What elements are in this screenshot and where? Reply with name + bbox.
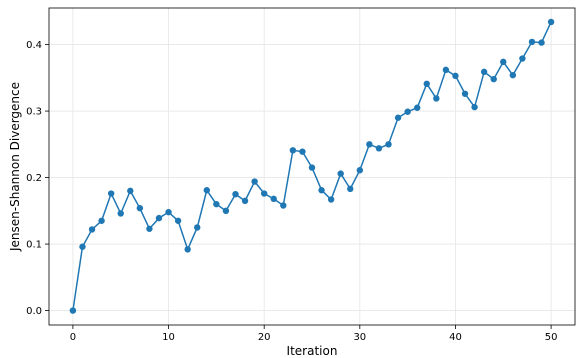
data-point xyxy=(433,95,440,102)
data-point xyxy=(337,170,344,177)
data-point xyxy=(500,58,507,66)
axis-ticks: 0 10 20 30 40 50 0.0 0.1 0.2 0.3 0.4 xyxy=(26,40,557,343)
x-tick-label: 10 xyxy=(162,332,175,343)
x-tick-label: 30 xyxy=(353,332,366,343)
data-point xyxy=(241,197,249,205)
data-point xyxy=(146,225,153,232)
data-point xyxy=(88,226,96,233)
data-point xyxy=(251,178,258,185)
data-point xyxy=(299,148,306,155)
data-point xyxy=(127,187,134,195)
data-point xyxy=(452,72,459,80)
data-point xyxy=(519,55,526,62)
data-point xyxy=(79,243,86,250)
data-point xyxy=(538,39,545,46)
y-tick-label: 0.4 xyxy=(26,40,42,51)
x-tick-label: 20 xyxy=(258,332,271,343)
data-point xyxy=(490,75,497,83)
data-point xyxy=(260,190,268,197)
data-point xyxy=(404,108,411,115)
data-point xyxy=(117,210,124,217)
series-group xyxy=(69,18,555,314)
data-point xyxy=(414,104,421,111)
data-point xyxy=(366,141,373,148)
y-tick-label: 0.1 xyxy=(26,240,42,251)
data-point xyxy=(136,204,144,212)
data-point xyxy=(213,200,220,208)
x-axis-title: Iteration xyxy=(287,344,338,358)
data-point xyxy=(347,185,354,193)
data-point xyxy=(203,187,210,194)
data-point xyxy=(327,196,335,203)
data-point xyxy=(270,195,277,203)
data-point xyxy=(471,103,478,111)
y-tick-label: 0.3 xyxy=(26,107,42,118)
data-point xyxy=(232,190,239,198)
x-tick-label: 50 xyxy=(545,332,558,343)
x-tick-label: 0 xyxy=(70,332,76,343)
data-point xyxy=(280,202,287,209)
data-point xyxy=(375,145,383,152)
data-point xyxy=(155,214,163,222)
data-point xyxy=(174,217,182,224)
plot-frame xyxy=(48,7,576,326)
data-point xyxy=(423,80,430,88)
data-point xyxy=(222,207,230,215)
data-point xyxy=(356,167,364,174)
y-axis-title: Jensen-Shannon Divergence xyxy=(8,82,22,252)
y-tick-label: 0.0 xyxy=(26,306,42,317)
data-point xyxy=(194,224,201,231)
data-point xyxy=(69,307,77,314)
data-point xyxy=(318,187,325,194)
data-point xyxy=(461,90,469,97)
data-point xyxy=(480,68,488,76)
data-point xyxy=(165,208,172,216)
data-point xyxy=(509,71,517,79)
x-tick-label: 40 xyxy=(449,332,462,343)
data-point xyxy=(394,114,402,121)
data-point xyxy=(184,246,191,253)
data-point xyxy=(442,66,450,74)
data-point xyxy=(385,141,392,148)
grid xyxy=(49,8,575,325)
data-point xyxy=(528,38,536,46)
y-tick-label: 0.2 xyxy=(26,173,42,184)
data-point xyxy=(308,164,316,171)
data-point xyxy=(107,190,115,197)
data-point xyxy=(289,147,297,154)
data-point xyxy=(547,18,555,26)
data-point xyxy=(98,217,105,224)
